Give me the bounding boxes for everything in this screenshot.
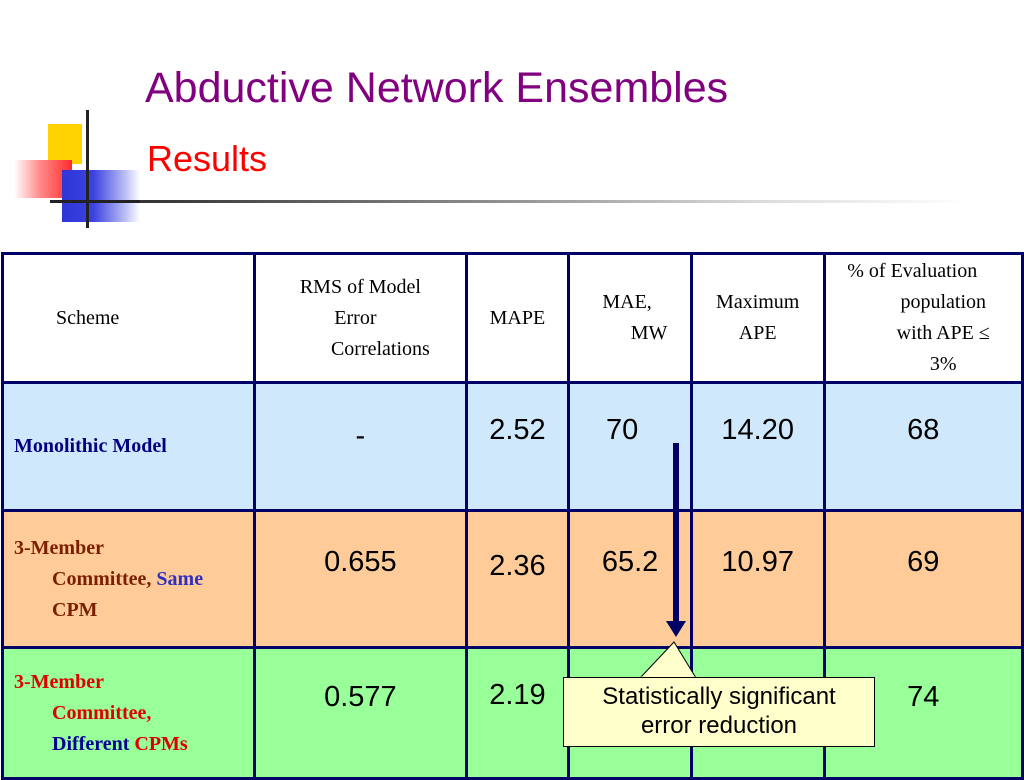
table-row: Monolithic Model - 2.52 70 14.20 68: [0, 381, 1024, 512]
cell-pct: 74: [822, 646, 1024, 780]
cell-rms: -: [253, 381, 468, 512]
scheme-label-part: CPMs: [134, 732, 188, 755]
header-pct-line: % of Evaluation: [847, 260, 978, 282]
header-rms-line: RMS of Model: [299, 275, 421, 298]
row-scheme: Monolithic Model: [0, 381, 257, 512]
slide-title: Abductive Network Ensembles: [145, 64, 729, 112]
header-pct: % of Evaluation population with APE ≤ 3%: [822, 252, 1024, 384]
header-scheme-label: Scheme: [56, 306, 120, 329]
header-rms: RMS of Model Error Correlations: [253, 252, 468, 384]
header-pct-line: population: [900, 291, 987, 313]
cell-max-ape: 14.20: [689, 381, 826, 512]
header-mae-line: MW: [630, 322, 668, 344]
table-row: 3-Member Committee, Same CPM 0.655 2.36 …: [0, 509, 1024, 649]
header-mae-line: MAE,: [602, 291, 652, 313]
callout-line: Statistically significant: [602, 683, 836, 710]
cell-pct: 68: [822, 381, 1024, 512]
header-mape: MAPE: [464, 252, 571, 384]
scheme-label-part: Same: [156, 567, 204, 590]
cell-pct: 69: [822, 509, 1024, 649]
cell-max-ape: 10.97: [689, 509, 826, 649]
cell-rms: 0.577: [253, 646, 468, 780]
scheme-label-part: 3-Member: [14, 670, 104, 693]
decor-horizontal-line: [50, 200, 140, 203]
scheme-label: Monolithic Model: [14, 435, 167, 457]
cell-mape: 2.52: [464, 381, 571, 512]
scheme-label-part: Committee,: [52, 567, 152, 590]
cell-mape: 2.19: [464, 646, 571, 780]
row-scheme: 3-Member Committee, Different CPMs: [0, 646, 257, 780]
row-scheme: 3-Member Committee, Same CPM: [0, 509, 257, 649]
header-rms-line: Correlations: [330, 337, 430, 360]
scheme-label-part: CPM: [52, 598, 98, 621]
scheme-label-part: Different: [52, 732, 130, 755]
header-rms-line: Error: [334, 306, 377, 329]
header-max-ape-line: APE: [738, 322, 777, 344]
title-underline: [140, 200, 970, 203]
callout-pointer: [638, 641, 697, 680]
callout-box: Statistically significant error reductio…: [563, 677, 875, 747]
header-max-ape-line: Maximum: [716, 291, 800, 313]
header-scheme: Scheme: [0, 252, 257, 384]
header-mape-label: MAPE: [489, 306, 546, 329]
cell-mae: 70: [567, 381, 693, 512]
header-pct-line: with APE ≤: [896, 322, 990, 344]
down-arrow-shaft: [673, 443, 679, 623]
header-max-ape: Maximum APE: [689, 252, 826, 384]
decor-blue-square: [62, 170, 140, 222]
cell-rms: 0.655: [253, 509, 468, 649]
callout-line: error reduction: [640, 712, 798, 739]
decor-yellow-square: [48, 124, 82, 164]
header-mae: MAE, MW: [567, 252, 693, 384]
down-arrow-icon: [666, 621, 686, 637]
scheme-label-part: 3-Member: [14, 536, 104, 559]
cell-mape: 2.36: [464, 509, 571, 649]
results-table: Scheme RMS of Model Error Correlations M…: [0, 252, 1024, 780]
scheme-label-part: Committee,: [52, 701, 152, 724]
table-header-row: Scheme RMS of Model Error Correlations M…: [0, 252, 1024, 384]
slide-subtitle: Results: [147, 138, 268, 179]
decor-vertical-line: [86, 110, 89, 228]
header-pct-line: 3%: [929, 353, 957, 375]
